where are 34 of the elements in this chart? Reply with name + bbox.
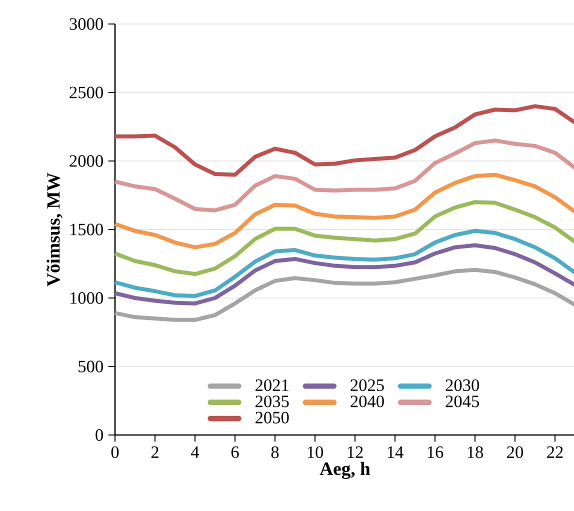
- line-series: [113, 200, 574, 276]
- y-tick-label: 2500: [70, 86, 103, 98]
- x-tick-label: 20: [507, 446, 524, 458]
- y-tick-label: 0: [96, 429, 103, 441]
- legend-label: 2025: [350, 379, 384, 392]
- y-tick-label: 1500: [70, 224, 103, 236]
- line-series: [113, 138, 574, 212]
- y-axis-title: Võimsus, MW: [46, 172, 62, 286]
- legend-label: 2040: [350, 396, 384, 408]
- line-series: [113, 243, 574, 306]
- line-series: [113, 228, 574, 298]
- x-tick-label: 2: [151, 446, 158, 458]
- x-tick-label: 18: [468, 446, 484, 458]
- y-tick-label: 2000: [70, 155, 103, 167]
- legend-label: 2045: [446, 396, 480, 408]
- y-tick-label: 1000: [70, 292, 103, 304]
- y-tick-label: 3000: [70, 18, 103, 30]
- x-tick-label: 6: [231, 446, 239, 458]
- x-tick-label: 4: [191, 446, 200, 458]
- x-tick-label: 14: [388, 446, 404, 458]
- y-tick-label: 500: [78, 360, 103, 372]
- line-series: [113, 172, 574, 250]
- legend-label: 2030: [446, 379, 480, 392]
- x-tick-label: 12: [348, 446, 363, 458]
- line-series: [113, 268, 574, 322]
- x-tick-label: 0: [111, 446, 119, 458]
- legend-label: 2035: [256, 396, 289, 408]
- legend-label: 2021: [256, 379, 288, 392]
- x-tick-label: 16: [428, 446, 444, 458]
- legend-label: 2050: [256, 412, 289, 424]
- x-tick-label: 8: [271, 446, 279, 458]
- x-axis-title: Aeg, h: [320, 462, 370, 479]
- x-tick-label: 22: [547, 446, 563, 458]
- x-tick-label: 10: [308, 446, 324, 458]
